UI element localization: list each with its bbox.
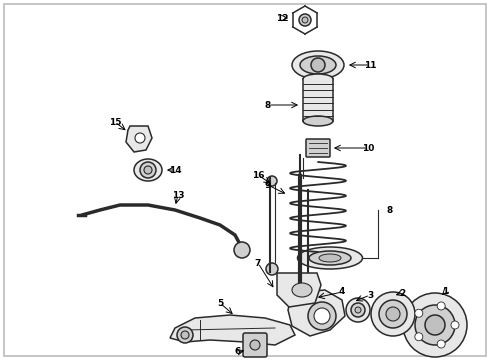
Circle shape — [234, 242, 250, 258]
Text: 11: 11 — [364, 60, 376, 69]
Circle shape — [314, 308, 330, 324]
Text: 3: 3 — [367, 291, 373, 300]
FancyBboxPatch shape — [306, 139, 330, 157]
Text: 10: 10 — [362, 144, 374, 153]
Polygon shape — [126, 126, 152, 152]
Ellipse shape — [292, 51, 344, 79]
Text: 2: 2 — [399, 288, 405, 297]
Text: 7: 7 — [255, 258, 261, 267]
Circle shape — [415, 309, 423, 317]
Text: 16: 16 — [252, 171, 264, 180]
Ellipse shape — [297, 247, 363, 269]
Circle shape — [415, 305, 455, 345]
Text: 13: 13 — [172, 190, 184, 199]
Polygon shape — [288, 290, 345, 336]
Circle shape — [250, 340, 260, 350]
Circle shape — [437, 302, 445, 310]
Circle shape — [299, 14, 311, 26]
Circle shape — [311, 58, 325, 72]
Ellipse shape — [309, 251, 351, 265]
Text: 4: 4 — [339, 288, 345, 297]
Circle shape — [355, 307, 361, 313]
Circle shape — [351, 303, 365, 317]
Circle shape — [135, 133, 145, 143]
Polygon shape — [277, 273, 321, 307]
Ellipse shape — [319, 254, 341, 262]
Circle shape — [181, 331, 189, 339]
Bar — [303, 79, 333, 121]
Circle shape — [266, 263, 278, 275]
Circle shape — [425, 315, 445, 335]
Text: 15: 15 — [109, 117, 121, 126]
Ellipse shape — [134, 159, 162, 181]
Circle shape — [140, 162, 156, 178]
Text: 12: 12 — [276, 14, 288, 23]
Circle shape — [267, 176, 277, 186]
Circle shape — [302, 17, 308, 23]
Circle shape — [177, 327, 193, 343]
Text: 6: 6 — [235, 347, 241, 356]
Circle shape — [144, 166, 152, 174]
Polygon shape — [170, 315, 295, 345]
Ellipse shape — [303, 116, 333, 126]
Text: 8: 8 — [265, 100, 271, 109]
Circle shape — [386, 307, 400, 321]
Circle shape — [371, 292, 415, 336]
Text: 8: 8 — [387, 206, 393, 215]
Circle shape — [403, 293, 467, 357]
Ellipse shape — [292, 283, 312, 297]
Text: 9: 9 — [265, 180, 271, 189]
Text: 14: 14 — [169, 166, 181, 175]
Ellipse shape — [303, 74, 333, 84]
FancyBboxPatch shape — [243, 333, 267, 357]
Circle shape — [379, 300, 407, 328]
Circle shape — [346, 298, 370, 322]
Circle shape — [415, 333, 423, 341]
Ellipse shape — [300, 56, 336, 74]
Circle shape — [451, 321, 459, 329]
Text: 1: 1 — [442, 288, 448, 297]
Circle shape — [437, 340, 445, 348]
Text: 5: 5 — [217, 298, 223, 307]
Circle shape — [308, 302, 336, 330]
